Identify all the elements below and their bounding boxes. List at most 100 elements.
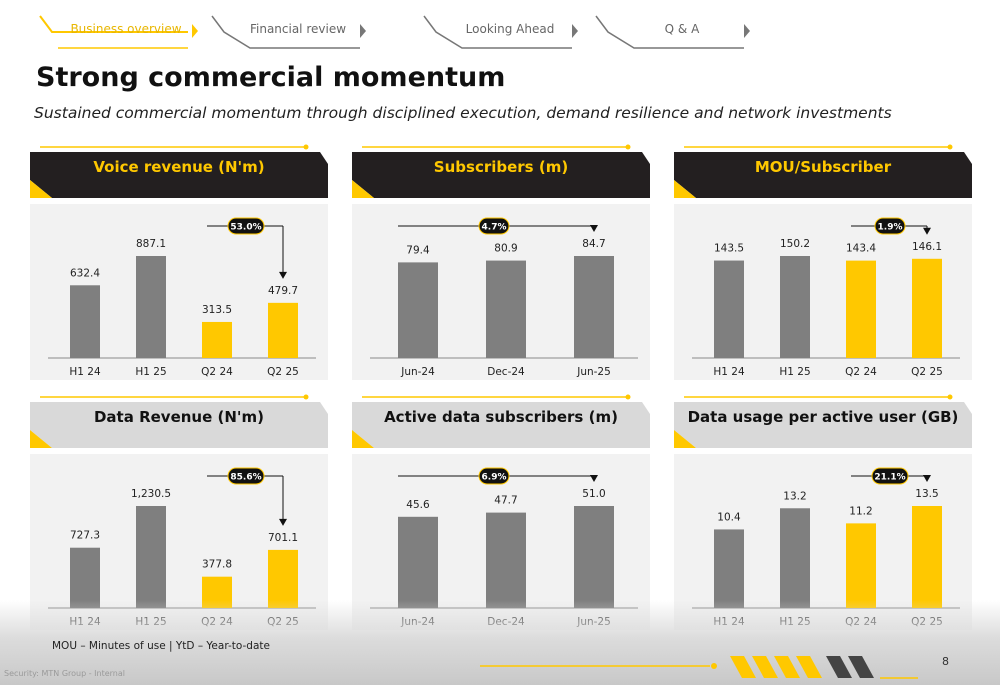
panel-header: Data Revenue (N'm) xyxy=(30,394,328,448)
category-label: Jun-25 xyxy=(576,366,611,378)
data-label: 150.2 xyxy=(780,238,810,250)
page-subtitle: Sustained commercial momentum through di… xyxy=(34,104,892,122)
data-label: 79.4 xyxy=(406,244,430,256)
bar-chart-svg: 632.4 H1 24 887.1 H1 25 313.5 Q2 24 479.7 Q2 25… xyxy=(30,204,328,380)
panel-header-shape xyxy=(30,144,328,198)
panel-header: Data usage per active user (GB) xyxy=(674,394,972,448)
panel-header-shape xyxy=(352,394,650,448)
bar xyxy=(574,256,614,358)
data-label: 51.0 xyxy=(582,488,605,500)
bar-chart: 632.4 H1 24 887.1 H1 25 313.5 Q2 24 479.7 Q2 25… xyxy=(30,204,328,380)
growth-badge xyxy=(478,217,510,235)
growth-arrow-head-icon xyxy=(590,225,598,232)
data-label: 143.4 xyxy=(846,243,876,255)
nav-tab-frame-icon xyxy=(423,15,578,49)
nav-tab-label: Business overview xyxy=(70,22,182,36)
growth-badge xyxy=(871,467,909,485)
category-label: Jun-24 xyxy=(400,366,435,378)
bar xyxy=(70,285,100,358)
category-label: H1 25 xyxy=(135,366,166,378)
bar xyxy=(486,512,526,608)
nav-tab-label: Financial review xyxy=(249,22,347,36)
category-label: Q2 24 xyxy=(201,366,233,378)
nav-tab-q-and-a[interactable]: Q & A xyxy=(594,14,754,54)
growth-label: 1.9% xyxy=(878,223,903,233)
data-label: 701.1 xyxy=(268,532,298,544)
data-label: 1,230.5 xyxy=(131,488,171,500)
growth-badge xyxy=(227,467,265,485)
data-label: 887.1 xyxy=(136,238,166,250)
panel-header-shape xyxy=(30,394,328,448)
page-number: 8 xyxy=(942,655,949,668)
growth-label: 6.9% xyxy=(482,473,507,483)
growth-arrow-head-icon xyxy=(590,475,598,482)
data-label: 479.7 xyxy=(268,285,298,297)
nav-tab-label: Looking Ahead xyxy=(465,22,555,36)
bar xyxy=(912,506,942,608)
data-label: 313.5 xyxy=(202,304,232,316)
bar-chart-svg: 79.4 Jun-24 80.9 Dec-24 84.7 Jun-25 4.7% xyxy=(352,204,650,380)
nav-tab-business-overview[interactable]: Business overview xyxy=(38,14,198,54)
section-navigation: Business overview Financial review Looki… xyxy=(38,14,758,54)
bar xyxy=(780,256,810,358)
panel-title: Data Revenue (N'm) xyxy=(93,408,264,426)
data-label: 146.1 xyxy=(912,241,942,253)
footer-gradient xyxy=(0,600,1000,685)
growth-arrow-head-icon xyxy=(923,227,931,235)
footer-stripe-decoration-icon xyxy=(480,656,918,679)
data-label: 13.5 xyxy=(915,488,938,500)
bar xyxy=(714,529,744,608)
bar xyxy=(398,516,438,608)
bar xyxy=(398,262,438,358)
panel-header: Active data subscribers (m) xyxy=(352,394,650,448)
bar xyxy=(136,506,166,608)
panel-title: Active data subscribers (m) xyxy=(384,408,618,426)
category-label: H1 25 xyxy=(779,366,810,378)
bar xyxy=(268,302,298,358)
growth-label: 21.1% xyxy=(874,473,905,483)
nav-tab-frame-icon xyxy=(211,15,366,49)
growth-badge xyxy=(478,467,510,485)
panel-header: Voice revenue (N'm) xyxy=(30,144,328,198)
nav-tab-looking-ahead[interactable]: Looking Ahead xyxy=(422,14,582,54)
growth-arrow-head-icon xyxy=(279,518,287,526)
category-label: H1 24 xyxy=(713,366,745,378)
data-label: 727.3 xyxy=(70,530,100,542)
security-classification: Security: MTN Group - Internal xyxy=(4,669,125,678)
data-label: 11.2 xyxy=(849,505,872,517)
growth-arrow-head-icon xyxy=(923,475,931,482)
bar xyxy=(714,260,744,358)
data-label: 377.8 xyxy=(202,559,232,571)
nav-tab-label: Q & A xyxy=(664,22,700,36)
data-label: 84.7 xyxy=(582,238,605,250)
data-label: 45.6 xyxy=(406,499,430,511)
bar xyxy=(574,506,614,608)
panel-title: Voice revenue (N'm) xyxy=(93,158,265,176)
footnote: MOU – Minutes of use | YtD – Year-to-dat… xyxy=(52,640,270,652)
panel-title: Data usage per active user (GB) xyxy=(687,408,959,426)
category-label: Q2 24 xyxy=(845,366,877,378)
bar xyxy=(70,547,100,608)
bar xyxy=(136,256,166,358)
panel-header-shape xyxy=(674,394,972,448)
data-label: 632.4 xyxy=(70,267,100,279)
nav-tab-financial-review[interactable]: Financial review xyxy=(210,14,370,54)
growth-label: 4.7% xyxy=(482,223,507,233)
bar xyxy=(486,260,526,358)
data-label: 10.4 xyxy=(717,511,741,523)
bar xyxy=(846,260,876,358)
panel-header: MOU/Subscriber xyxy=(674,144,972,198)
panel-title: Subscribers (m) xyxy=(433,158,569,176)
growth-badge xyxy=(227,217,265,235)
category-label: Q2 25 xyxy=(911,366,943,378)
bar xyxy=(202,321,232,358)
bar xyxy=(912,258,942,358)
bar xyxy=(846,523,876,608)
page-title: Strong commercial momentum xyxy=(36,62,506,93)
data-label: 47.7 xyxy=(494,495,517,507)
panel-header: Subscribers (m) xyxy=(352,144,650,198)
growth-arrow-head-icon xyxy=(279,271,287,279)
bar-chart: 79.4 Jun-24 80.9 Dec-24 84.7 Jun-25 4.7% xyxy=(352,204,650,380)
category-label: Dec-24 xyxy=(487,366,525,378)
growth-label: 53.0% xyxy=(230,223,261,233)
